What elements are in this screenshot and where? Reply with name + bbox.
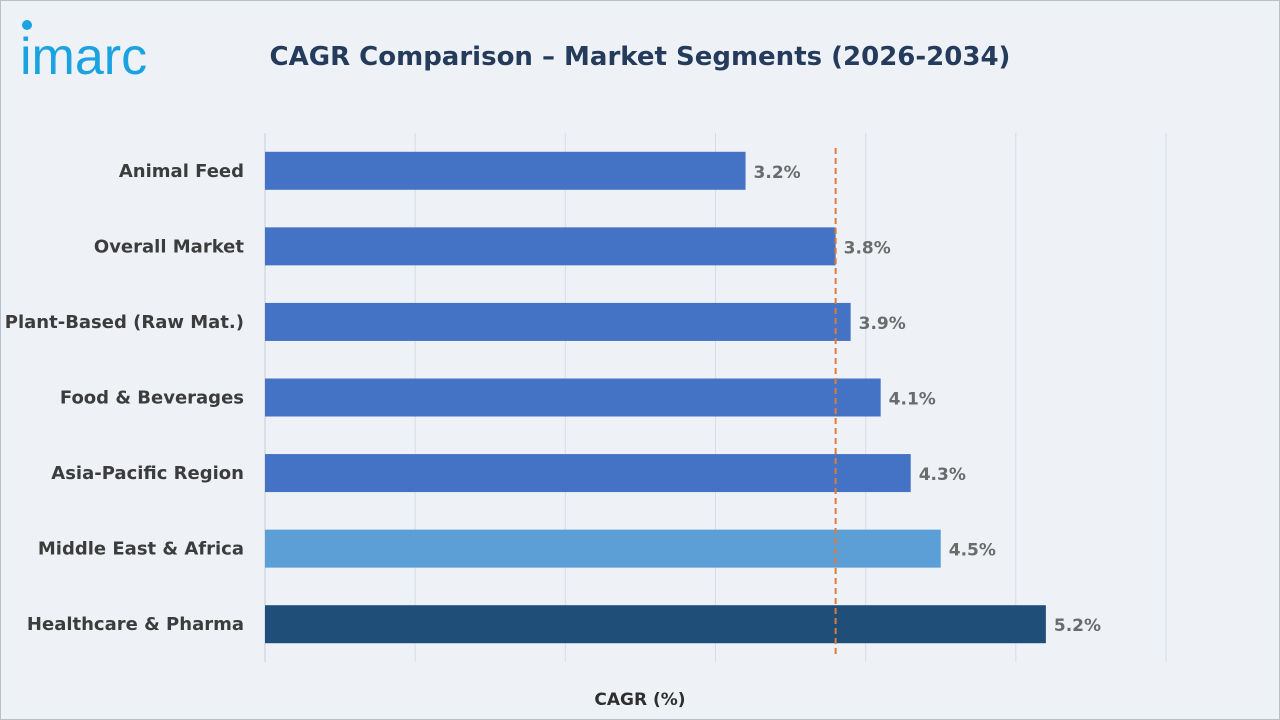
category-label: Animal Feed [119,161,244,182]
data-label: 4.1% [889,390,936,410]
data-label: 4.5% [949,541,996,561]
data-label: 4.3% [919,465,966,485]
category-label: Overall Market [94,236,245,257]
category-label: Asia-Pacific Region [51,463,244,484]
bar [265,227,836,266]
bar [265,151,746,190]
chart-title: CAGR Comparison – Market Segments (2026-… [269,42,1011,72]
category-label: Plant-Based (Raw Mat.) [5,312,244,333]
bar [265,378,881,417]
category-label: Middle East & Africa [38,539,244,560]
bar [265,454,911,493]
bar [265,605,1046,644]
category-label: Food & Beverages [60,388,244,409]
data-label: 3.8% [844,238,891,258]
bar [265,529,941,568]
logo-text: imarc [20,28,147,86]
category-label: Healthcare & Pharma [27,614,244,635]
data-label: 3.9% [859,314,906,334]
data-label: 3.2% [754,163,801,183]
imarc-logo: imarc [20,20,147,86]
data-label: 5.2% [1054,616,1101,636]
x-axis-title: CAGR (%) [594,690,685,710]
bar [265,302,851,341]
